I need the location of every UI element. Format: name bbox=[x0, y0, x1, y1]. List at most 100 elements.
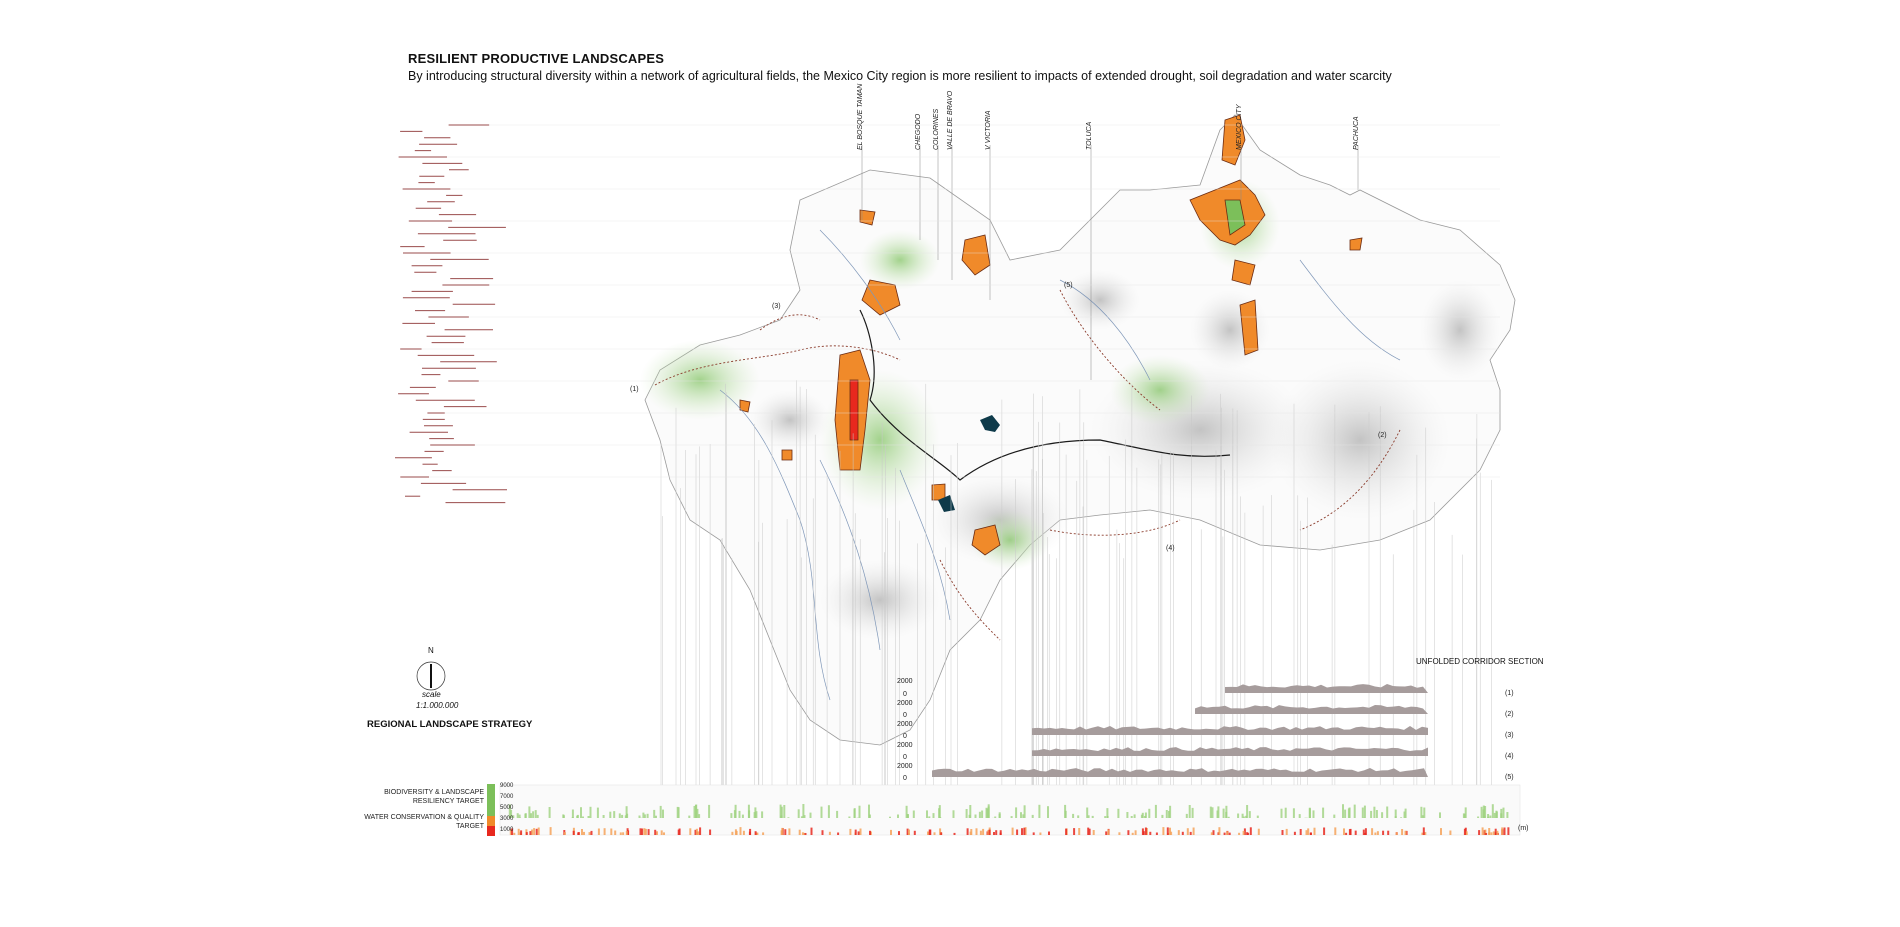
target-bar-green bbox=[1022, 814, 1025, 818]
terrain-shade bbox=[1190, 290, 1270, 370]
target-bar-red bbox=[509, 829, 512, 835]
target-bar-green bbox=[1421, 815, 1424, 818]
target-bar-green bbox=[1373, 806, 1376, 818]
target-bar-red bbox=[1494, 828, 1497, 835]
target-bar-red bbox=[625, 831, 628, 835]
target-bar-green bbox=[1375, 810, 1378, 818]
target-bar-red bbox=[982, 828, 985, 835]
target-bar-red bbox=[1223, 832, 1226, 835]
vegetation-zone bbox=[640, 340, 760, 420]
target-bar-green bbox=[889, 816, 891, 818]
target-bar-green bbox=[987, 806, 990, 818]
place-label: EL BOSQUE TAMAN bbox=[857, 83, 864, 150]
target-bar-green bbox=[696, 808, 699, 818]
place-label: PACHUCA bbox=[1353, 116, 1360, 150]
target-bar-red bbox=[1228, 832, 1231, 835]
vegetation-zone bbox=[860, 230, 940, 290]
target-bar-red bbox=[869, 830, 871, 835]
target-bar-green bbox=[1188, 805, 1191, 818]
target-bar-green bbox=[524, 813, 527, 818]
target-bar-red bbox=[1078, 828, 1081, 835]
target-bar-green bbox=[780, 815, 783, 818]
target-bar-red bbox=[1345, 832, 1348, 835]
corridor-lines-dotted bbox=[654, 289, 1401, 641]
target-bar-red bbox=[1092, 830, 1095, 835]
target-bar-red bbox=[999, 832, 1002, 835]
target-bar-red bbox=[644, 828, 647, 835]
target-bar-green bbox=[738, 810, 741, 818]
legend-water-label: WATER CONSERVATION & QUALITY TARGET bbox=[364, 814, 484, 830]
target-bar-red bbox=[970, 829, 973, 835]
target-bar-green bbox=[1394, 816, 1397, 818]
target-bar-green bbox=[905, 805, 908, 818]
target-bar-red bbox=[754, 831, 757, 835]
target-bar-red bbox=[1073, 828, 1076, 835]
place-label: TOLUCA bbox=[1086, 121, 1093, 150]
elevation-bottom-label: 0 bbox=[903, 754, 907, 761]
target-bar-green bbox=[1185, 813, 1188, 818]
target-bar-green bbox=[618, 813, 621, 818]
target-bar-green bbox=[1091, 815, 1094, 818]
target-bar-red bbox=[1107, 829, 1110, 835]
terrain-shade bbox=[820, 560, 940, 640]
target-bar-green bbox=[761, 811, 764, 818]
target-bar-green bbox=[932, 813, 935, 818]
target-bar-green bbox=[858, 805, 861, 818]
target-bar-red bbox=[731, 831, 734, 835]
cluster-west bbox=[861, 279, 901, 316]
target-bar-red bbox=[1387, 830, 1390, 835]
target-bar-red bbox=[928, 829, 931, 835]
target-bar-green bbox=[624, 815, 627, 818]
projection-lines bbox=[660, 380, 1492, 835]
target-bar-red bbox=[1354, 830, 1357, 835]
map-title: RESILIENT PRODUCTIVE LANDSCAPES bbox=[408, 51, 665, 66]
target-bar-red bbox=[1181, 831, 1184, 835]
target-bar-red bbox=[549, 827, 552, 835]
target-bar-red bbox=[1382, 830, 1385, 835]
target-bar-green bbox=[580, 807, 582, 818]
cluster-east bbox=[1239, 299, 1259, 356]
target-bar-red bbox=[1189, 831, 1192, 835]
target-bar-red bbox=[1238, 832, 1241, 835]
target-bar-red bbox=[1405, 830, 1408, 835]
target-bar-red bbox=[1177, 830, 1180, 835]
target-bar-red bbox=[801, 832, 804, 835]
target-bar-green bbox=[662, 809, 664, 818]
target-bar-green bbox=[1169, 805, 1172, 818]
target-bar-green bbox=[1106, 808, 1109, 818]
target-bar-green bbox=[938, 805, 941, 818]
target-bar-red bbox=[1087, 827, 1090, 835]
target-bar-red bbox=[940, 832, 943, 835]
elevation-bottom-label: 0 bbox=[903, 712, 907, 719]
target-bar-red bbox=[788, 828, 791, 835]
target-bar-red bbox=[1305, 830, 1308, 835]
target-bar-green bbox=[1489, 815, 1492, 818]
target-bar-green bbox=[1211, 807, 1214, 818]
target-bar-red bbox=[993, 832, 995, 835]
target-bar-red bbox=[709, 829, 712, 835]
target-bar-green bbox=[897, 814, 899, 818]
target-bar-red bbox=[953, 832, 956, 835]
target-bar-green bbox=[609, 811, 612, 818]
target-bar-green bbox=[621, 814, 624, 818]
target-bar-green bbox=[571, 809, 574, 818]
target-bar-red bbox=[590, 830, 593, 835]
terrain-shade bbox=[1420, 280, 1500, 380]
north-arrow bbox=[416, 661, 446, 691]
target-bar-red bbox=[781, 827, 784, 835]
target-bar-red bbox=[622, 832, 625, 835]
target-bar-red bbox=[1395, 832, 1398, 835]
target-bar-red bbox=[927, 831, 929, 835]
target-bar-green bbox=[589, 806, 592, 818]
target-bar-green bbox=[643, 814, 646, 818]
target-bar-red bbox=[1485, 833, 1488, 835]
cluster-small bbox=[781, 449, 793, 461]
target-bar-green bbox=[1143, 816, 1146, 818]
target-bar-red bbox=[890, 829, 892, 835]
target-bar-green bbox=[1144, 812, 1147, 818]
target-bar-red bbox=[828, 831, 831, 835]
target-bar-green bbox=[571, 817, 574, 818]
cluster-small bbox=[859, 209, 876, 226]
target-bar-red bbox=[1048, 831, 1050, 835]
